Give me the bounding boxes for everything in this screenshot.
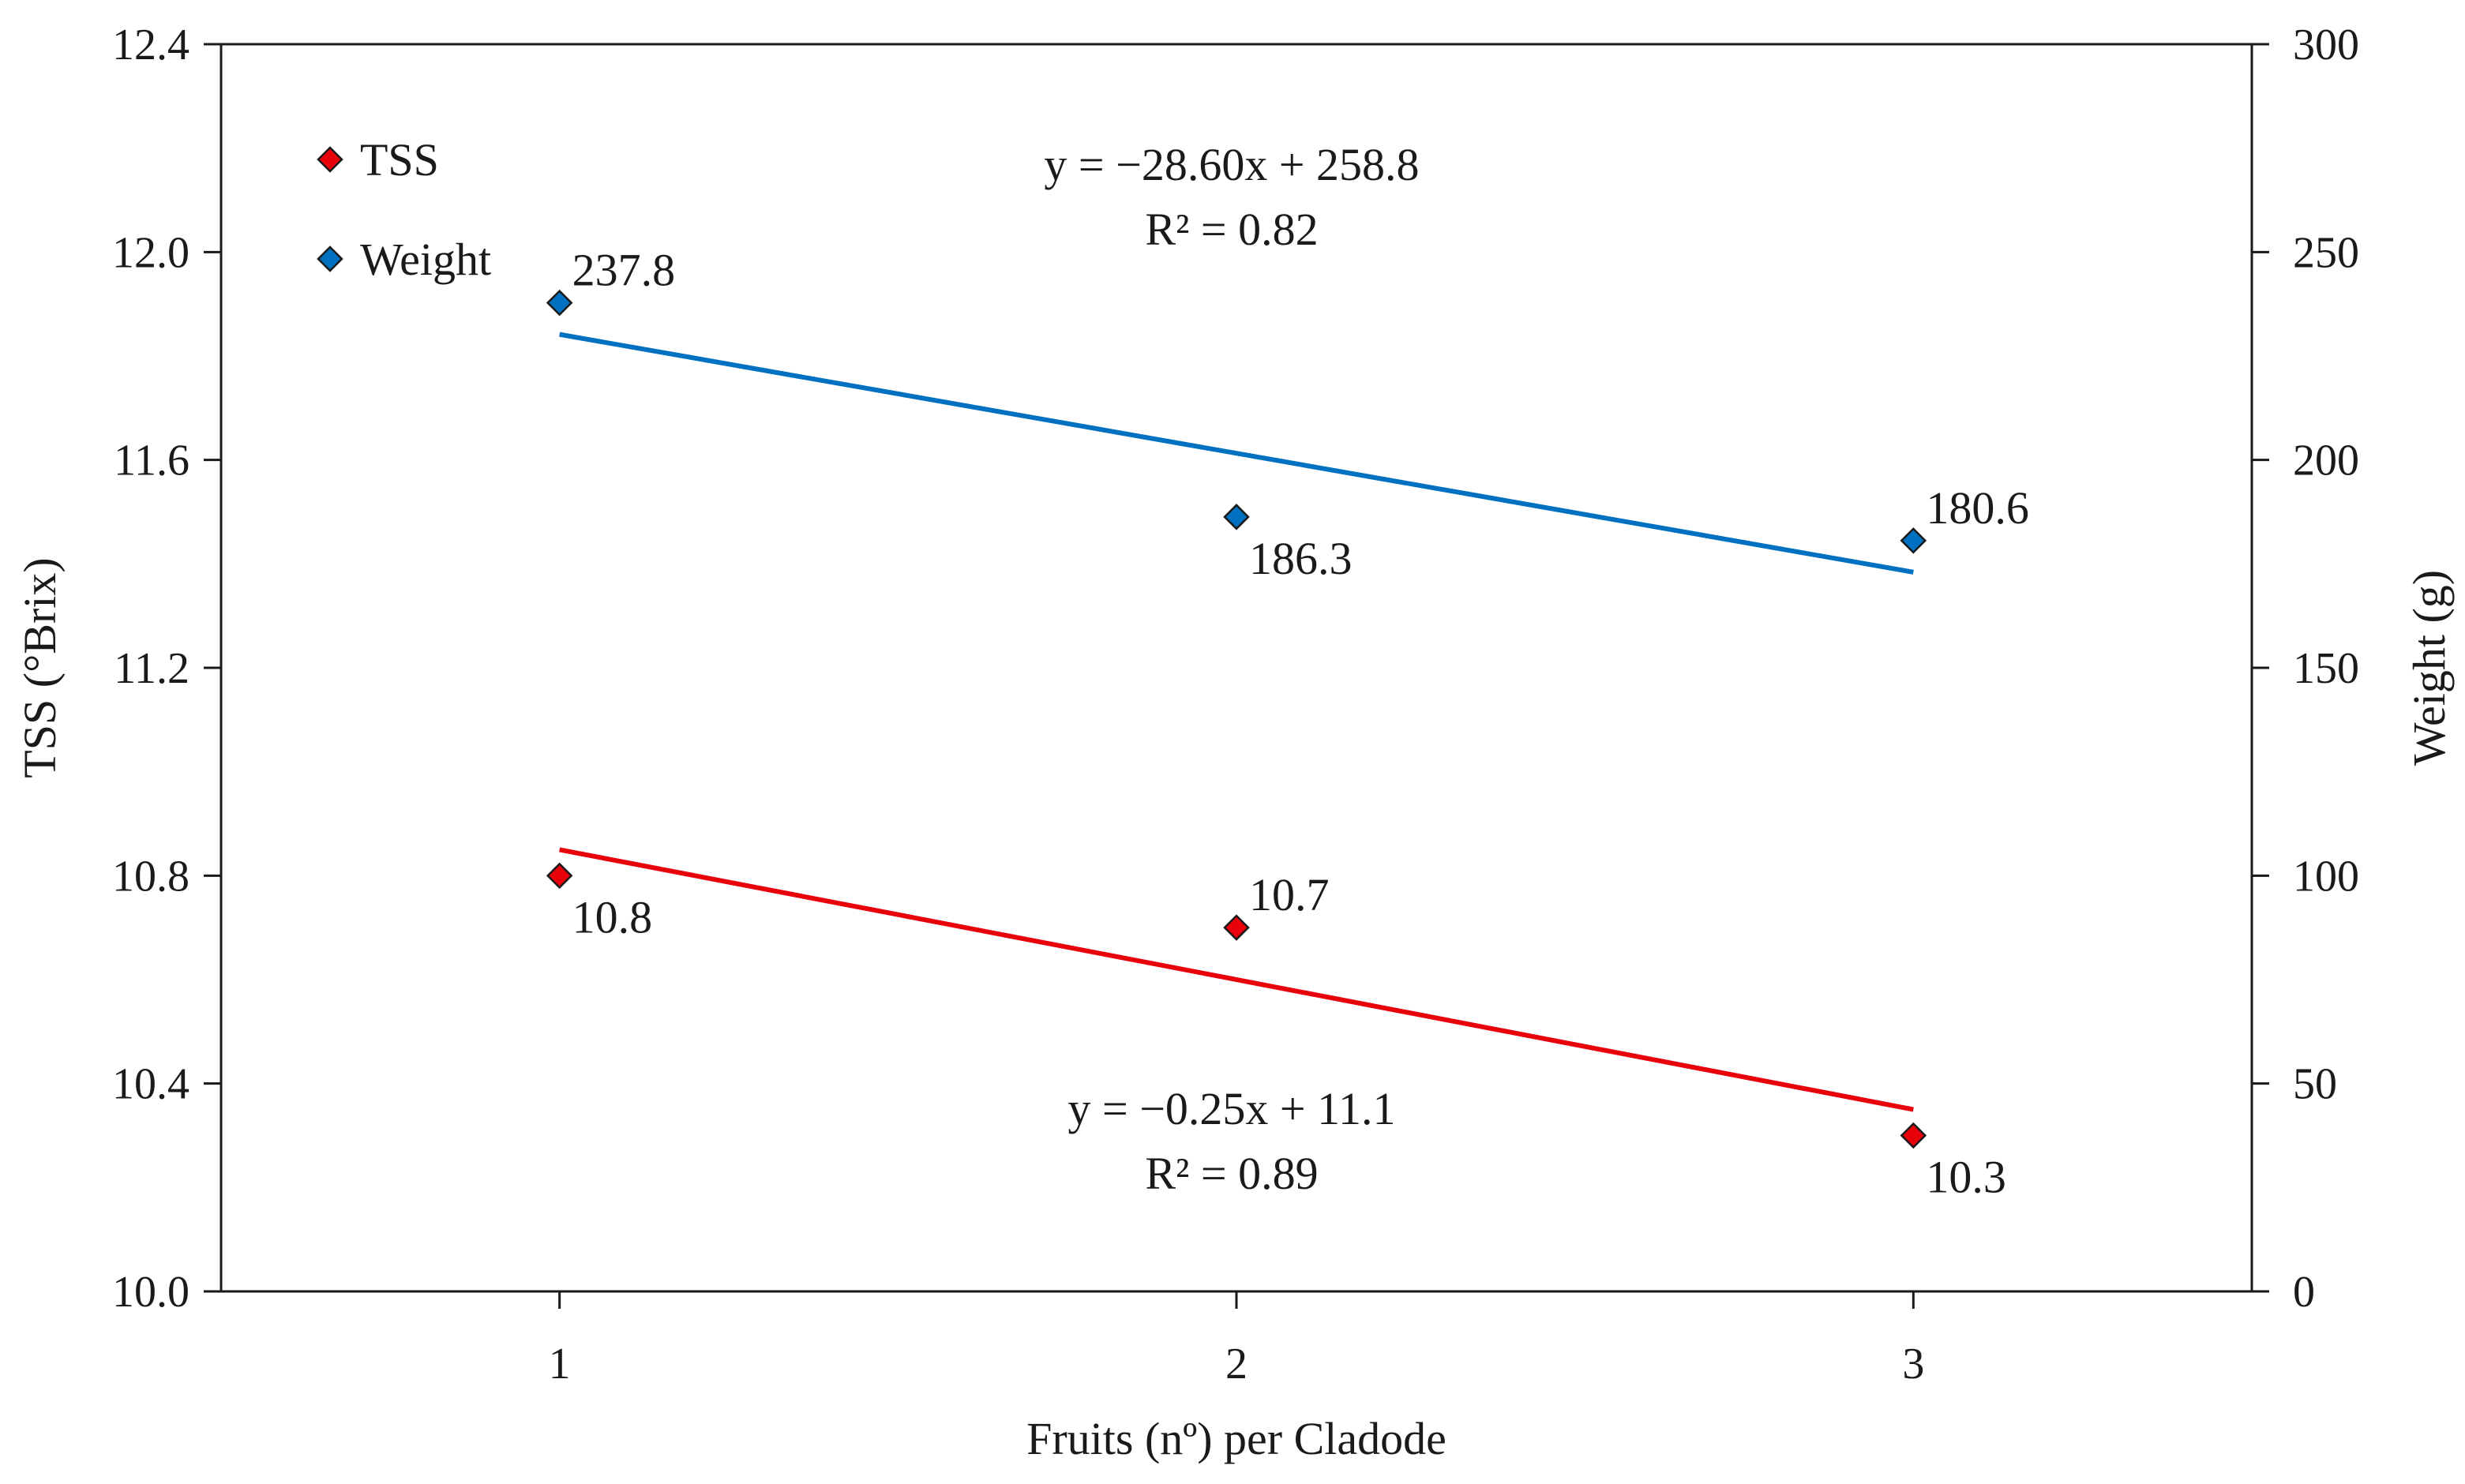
y-left-tick-label: 10.4 [112, 1060, 189, 1109]
tss-data-label: 10.8 [572, 891, 653, 942]
y-left-tick-label: 12.4 [112, 21, 189, 69]
legend-tss-marker [317, 146, 343, 173]
weight-r-squared: R² = 0.82 [1145, 204, 1318, 255]
series-layer [546, 289, 1927, 1149]
y-right-tick-label: 300 [2293, 21, 2359, 69]
legend-weight-marker [317, 245, 343, 272]
y-right-tick-label: 150 [2293, 644, 2359, 693]
y-right-tick-label: 0 [2293, 1268, 2315, 1317]
weight-point [1900, 527, 1927, 554]
tss-point [546, 862, 573, 890]
x-tick-label: 2 [1225, 1340, 1248, 1388]
axes-layer: 10.0 10.4 10.8 11.2 11.6 12.0 12.4 0 50 100 150 200… [14, 21, 2455, 1464]
y-left-tick-label: 10.0 [112, 1268, 189, 1317]
annotation-layer: 10.8 10.7 10.3 237.8 186.3 180.6 y = −0.25x + … [572, 139, 2029, 1203]
legend-weight-label: Weight [360, 234, 491, 285]
y-right-tick-label: 250 [2293, 228, 2359, 277]
x-tick-label: 3 [1902, 1340, 1924, 1388]
weight-point [1223, 504, 1250, 530]
weight-data-label: 186.3 [1249, 533, 1353, 584]
weight-equation: y = −28.60x + 258.8 [1044, 139, 1419, 190]
y-right-tick-label: 200 [2293, 437, 2359, 485]
tss-trendline [559, 847, 1914, 1112]
legend-tss-label: TSS [360, 134, 439, 186]
tss-data-label: 10.7 [1249, 869, 1330, 920]
y-left-tick-label: 12.0 [112, 228, 189, 277]
y-right-tick-label: 100 [2293, 852, 2359, 901]
legend: TSS Weight [317, 134, 491, 285]
x-tick-label: 1 [549, 1340, 571, 1388]
weight-point [546, 289, 573, 317]
y-left-axis-title: TSS (°Brix) [14, 557, 66, 778]
y-right-tick-label: 50 [2293, 1060, 2337, 1109]
tss-r-squared: R² = 0.89 [1145, 1148, 1318, 1199]
tss-equation: y = −0.25x + 11.1 [1068, 1083, 1396, 1134]
weight-data-label: 237.8 [572, 245, 676, 296]
y-left-tick-label: 11.2 [114, 644, 189, 693]
tss-point [1900, 1122, 1927, 1149]
tss-data-label: 10.3 [1926, 1152, 2006, 1203]
y-left-tick-label: 10.8 [112, 852, 189, 901]
y-left-tick-label: 11.6 [114, 437, 189, 485]
weight-data-label: 180.6 [1926, 482, 2029, 534]
tss-point [1223, 914, 1250, 941]
y-right-axis-title: Weight (g) [2403, 570, 2455, 766]
x-axis-title: Fruits (nº) per Cladode [1026, 1413, 1446, 1464]
weight-trendline [559, 332, 1914, 575]
